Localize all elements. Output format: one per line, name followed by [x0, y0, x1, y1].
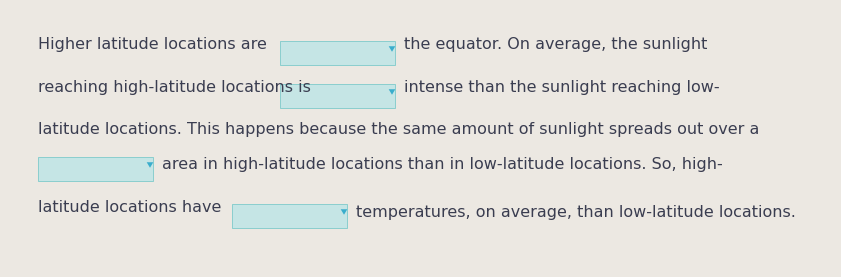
FancyBboxPatch shape: [232, 204, 347, 228]
Text: area in high-latitude locations than in low-latitude locations. So, high-: area in high-latitude locations than in …: [162, 157, 722, 172]
Text: temperatures, on average, than low-latitude locations.: temperatures, on average, than low-latit…: [356, 205, 796, 220]
Polygon shape: [389, 89, 395, 95]
FancyBboxPatch shape: [280, 84, 395, 108]
Polygon shape: [146, 162, 153, 168]
FancyBboxPatch shape: [280, 41, 395, 65]
Polygon shape: [389, 46, 395, 52]
Polygon shape: [341, 209, 347, 215]
FancyBboxPatch shape: [38, 157, 153, 181]
Text: latitude locations have: latitude locations have: [38, 200, 221, 215]
Text: intense than the sunlight reaching low-: intense than the sunlight reaching low-: [404, 80, 720, 95]
Text: latitude locations. This happens because the same amount of sunlight spreads out: latitude locations. This happens because…: [38, 122, 759, 137]
Text: the equator. On average, the sunlight: the equator. On average, the sunlight: [404, 37, 707, 52]
Text: reaching high-latitude locations is: reaching high-latitude locations is: [38, 80, 311, 95]
Text: Higher latitude locations are: Higher latitude locations are: [38, 37, 267, 52]
